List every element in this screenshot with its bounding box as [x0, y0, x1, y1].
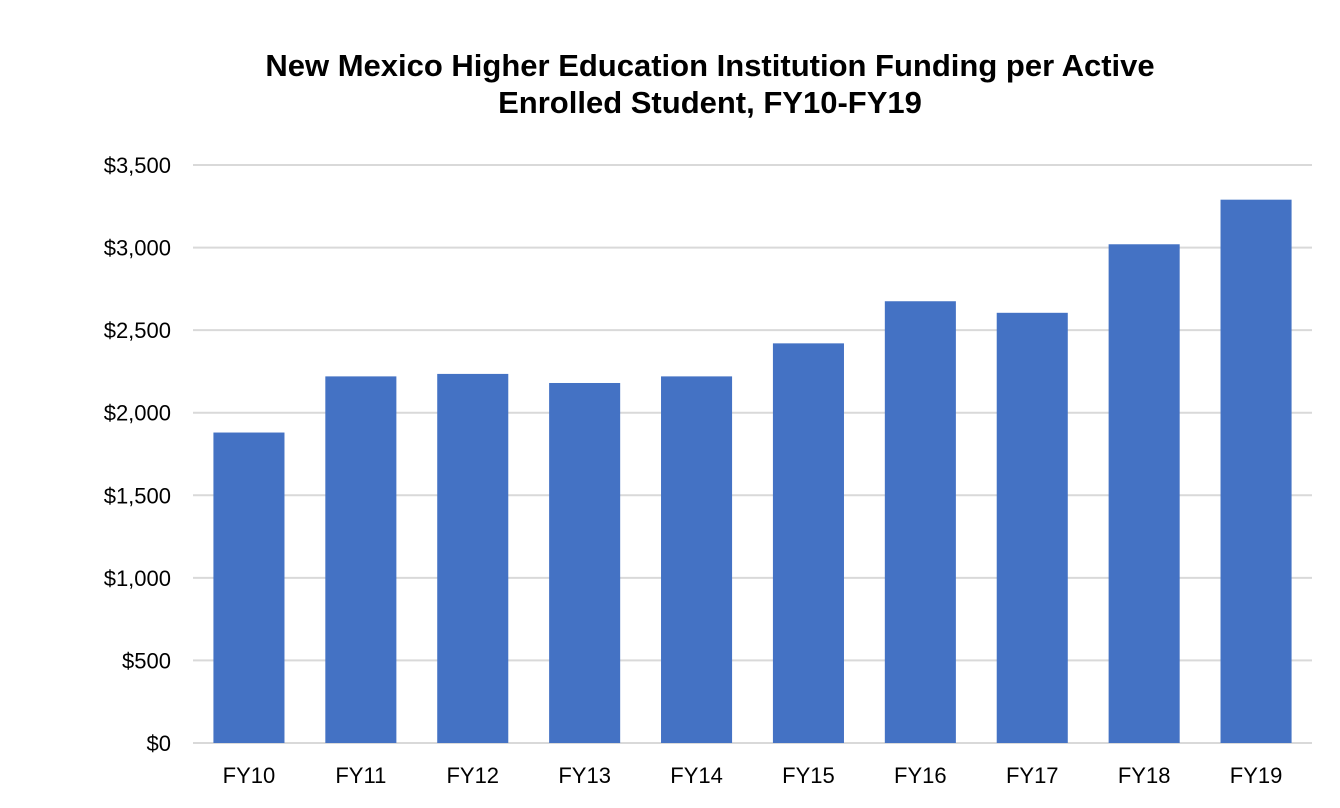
bar-fy17	[996, 312, 1068, 743]
y-tick-label: $2,500	[104, 318, 171, 343]
y-tick-label: $2,000	[104, 401, 171, 426]
bar-fy11	[325, 376, 397, 743]
bars	[213, 199, 1292, 744]
y-tick-label: $1,500	[104, 483, 171, 508]
y-tick-label: $3,000	[104, 236, 171, 261]
chart-title: New Mexico Higher Education Institution …	[0, 47, 1340, 121]
x-tick-label: FY15	[782, 763, 835, 788]
x-tick-label: FY16	[894, 763, 947, 788]
bar-fy12	[437, 373, 509, 743]
y-tick-label: $0	[147, 731, 171, 756]
bar-fy18	[1108, 244, 1180, 744]
x-tick-label: FY19	[1230, 763, 1283, 788]
y-tick-label: $3,500	[104, 153, 171, 178]
x-tick-label: FY10	[223, 763, 276, 788]
y-axis-tick-labels: $0 $500 $1,000 $1,500 $2,000 $2,500 $3,000 $3,5…	[104, 153, 171, 756]
bar-fy13	[549, 382, 621, 743]
x-tick-label: FY11	[335, 763, 386, 788]
x-tick-label: FY12	[446, 763, 499, 788]
x-tick-label: FY18	[1118, 763, 1171, 788]
y-tick-label: $500	[122, 648, 171, 673]
bar-fy16	[884, 301, 956, 743]
bar-fy15	[772, 343, 844, 743]
y-tick-label: $1,000	[104, 566, 171, 591]
x-tick-label: FY13	[558, 763, 611, 788]
x-tick-label: FY17	[1006, 763, 1059, 788]
x-axis-tick-labels: FY10 FY11 FY12 FY13 FY14 FY15 FY16 FY17 FY18 FY19	[223, 763, 1283, 788]
chart-title-line-1: New Mexico Higher Education Institution …	[265, 48, 1155, 83]
x-tick-label: FY14	[670, 763, 723, 788]
bar-fy14	[661, 376, 733, 743]
chart-title-line-2: Enrolled Student, FY10-FY19	[498, 85, 922, 120]
bar-fy19	[1220, 199, 1292, 743]
bar-fy10	[213, 432, 285, 743]
